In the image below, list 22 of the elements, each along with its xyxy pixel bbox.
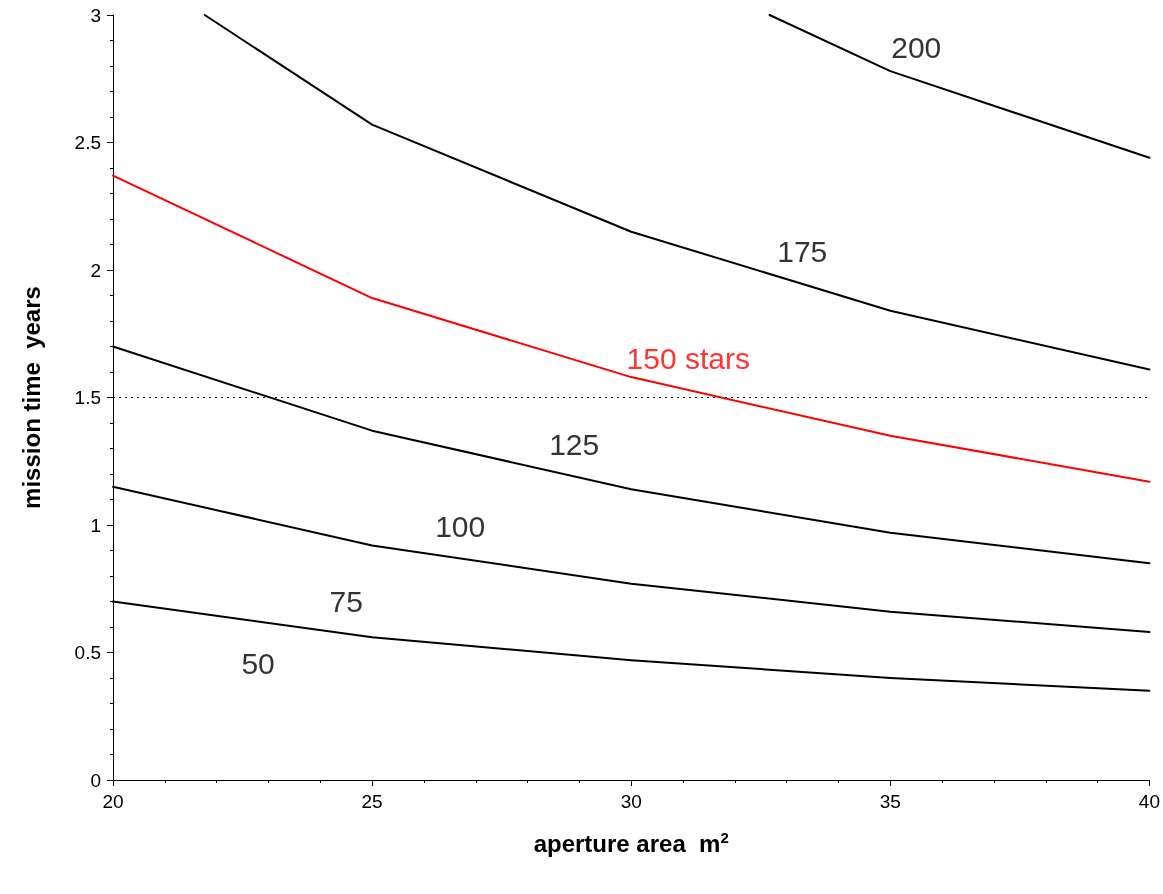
annotation: 50 (241, 646, 275, 680)
y-tick-label: 3 (90, 4, 101, 26)
y-tick-label: 1 (90, 514, 101, 536)
y-tick-label: 0.5 (74, 642, 101, 663)
line-series (203, 14, 1151, 371)
x-tick-label: 30 (620, 791, 642, 812)
line-series (112, 174, 1151, 483)
series-label: 175 (777, 235, 828, 269)
y-axis-title: mission time years (17, 286, 45, 509)
x-tick-label: 35 (879, 791, 901, 812)
series-label: 125 (549, 427, 600, 461)
series-label: 100 (435, 509, 486, 543)
y-tick-label: 2 (90, 259, 101, 281)
x-tick-label: 20 (102, 791, 124, 812)
series-label: 200 (891, 31, 942, 65)
series-label: 75 (329, 585, 363, 619)
y-tick-label: 0 (90, 769, 101, 791)
y-tick-label: 1.5 (74, 387, 101, 408)
x-tick-label: 40 (1138, 791, 1160, 812)
x-tick-label: 25 (361, 791, 383, 812)
y-tick-label: 2.5 (74, 132, 101, 153)
series-label: 150 stars (626, 341, 750, 375)
